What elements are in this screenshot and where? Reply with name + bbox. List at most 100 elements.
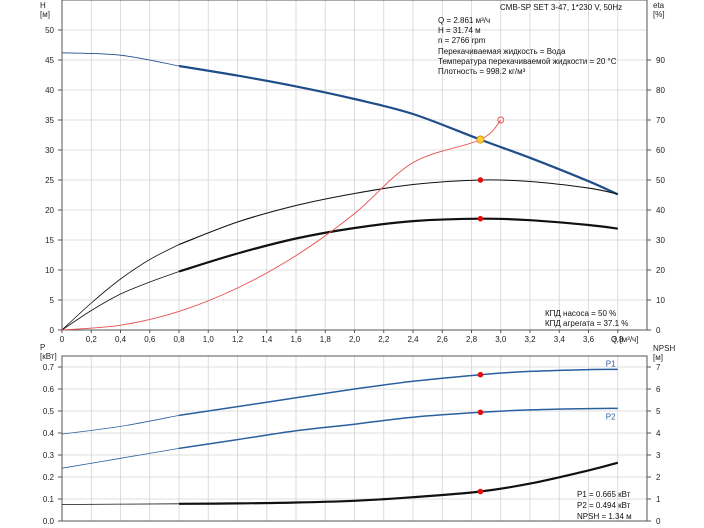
x-tick-label: 2,0 [349,335,361,344]
right-axis-title: NPSH [653,344,675,353]
y-tick-label: 15 [45,236,54,245]
x-tick-label: 3,0 [495,335,507,344]
duty-head: H = 31.74 м [438,26,481,36]
right-axis-title: [м] [653,353,663,362]
y-tick-label: 20 [45,206,54,215]
x-tick-label: 1,6 [290,335,302,344]
y2-tick-label: 80 [656,86,665,95]
y-tick-label: 0.3 [43,451,55,460]
right-axis-title: [%] [653,10,665,19]
y-tick-label: 35 [45,116,54,125]
pump-efficiency-curve [178,179,618,246]
x-tick-label: 3,8 [612,335,624,344]
series-label-p2: P2 [606,412,616,421]
x-tick-label: 2,8 [466,335,478,344]
x-tick-label: 0 [60,335,65,344]
y-tick-label: 0.6 [43,385,55,394]
unit-efficiency-curve [178,217,618,273]
axes [58,0,651,522]
y-tick-label: 0.1 [43,495,55,504]
operating-point-marker [477,177,484,183]
y2-tick-label: 1 [656,495,661,504]
y2-tick-label: 5 [656,407,661,416]
y2-tick-label: 0 [656,326,661,335]
y2-tick-label: 40 [656,206,665,215]
tick-labels: 0510152025303540455001020304050607080900… [43,26,666,526]
y-tick-label: 50 [45,26,54,35]
power-info-block: P1 = 0.665 кВт P2 = 0.494 кВт NPSH = 1.3… [577,489,632,522]
x-tick-label: 0,6 [144,335,156,344]
x-tick-label: 1,0 [203,335,215,344]
y2-tick-label: 60 [656,146,665,155]
series-label-p1: P1 [606,359,616,368]
grid [62,0,647,521]
y-tick-label: 5 [50,296,55,305]
duty-speed: n = 2766 rpm [438,36,486,46]
x-tick-label: 2,4 [407,335,419,344]
y-tick-label: 0.0 [43,517,55,526]
npsh-value: NPSH = 1.34 м [577,512,632,521]
liquid-temperature: Температура перекачиваемой жидкости = 20… [438,56,617,66]
y2-tick-label: 7 [656,363,661,372]
x-tick-label: 3,2 [524,335,536,344]
x-tick-label: 2,6 [437,335,449,344]
y-tick-label: 0 [50,326,55,335]
y2-tick-label: 30 [656,236,665,245]
right-axis-title: eta [653,1,665,10]
operating-point-marker [477,215,484,222]
x-tick-label: 1,2 [232,335,244,344]
left-axis-title: P [40,343,45,352]
left-axis-title: [м] [40,10,50,19]
y2-tick-label: 0 [656,517,661,526]
y2-tick-label: 50 [656,176,665,185]
pump-efficiency: КПД насоса = 50 % [545,309,617,318]
pump-title: CMB-SP SET 3-47, 1*230 V, 50Hz [500,3,623,12]
p1-curve-extrapolated [61,415,180,435]
npsh-curve-extrapolated [61,503,180,505]
curves [61,52,619,505]
markers [476,116,505,495]
operating-point-marker [477,488,484,495]
y-tick-label: 30 [45,146,54,155]
npsh-curve [178,461,619,505]
y2-tick-label: 4 [656,429,661,438]
x-tick-label: 1,4 [261,335,273,344]
y-tick-label: 25 [45,176,54,185]
y-tick-label: 10 [45,266,54,275]
operating-point-marker [477,371,484,378]
left-axis-title: [кВт] [40,352,57,361]
system-curve-curve [61,119,502,331]
y2-tick-label: 70 [656,116,665,125]
x-tick-label: 1,8 [320,335,332,344]
duty-flow: Q = 2.861 м³/ч [438,16,491,25]
liquid-density: Плотность = 998.2 кг/м³ [438,67,526,77]
pump-efficiency-curve-extrapolated [61,244,180,331]
operating-point-marker [477,409,484,416]
head-curve [178,64,619,196]
x-tick-label: 0,2 [86,335,98,344]
y2-tick-label: 10 [656,296,665,305]
y2-tick-label: 6 [656,385,661,394]
efficiency-info-block: КПД насоса = 50 % КПД агрегата = 37.1 % [545,309,628,329]
y2-tick-label: 20 [656,266,665,275]
y-tick-label: 45 [45,56,54,65]
lower-plot-frame [61,355,648,522]
x-tick-label: 0,8 [173,335,185,344]
y-tick-label: 40 [45,86,54,95]
x-tick-label: 0,4 [115,335,127,344]
y-tick-label: 0.5 [43,407,55,416]
y2-tick-label: 2 [656,473,661,482]
duty-point-marker [476,135,485,144]
x-tick-label: 3,6 [583,335,595,344]
x-tick-label: 3,4 [554,335,566,344]
unit-efficiency-curve-extrapolated [61,271,180,331]
unit-efficiency: КПД агрегата = 37.1 % [545,319,629,329]
y-tick-label: 0.2 [43,473,55,482]
liquid-type: Перекачиваемая жидкость = Вода [438,46,566,56]
head-curve-extrapolated [61,52,180,67]
y-tick-label: 0.4 [43,429,55,438]
y2-tick-label: 3 [656,451,661,460]
left-axis-title: H [40,1,46,10]
